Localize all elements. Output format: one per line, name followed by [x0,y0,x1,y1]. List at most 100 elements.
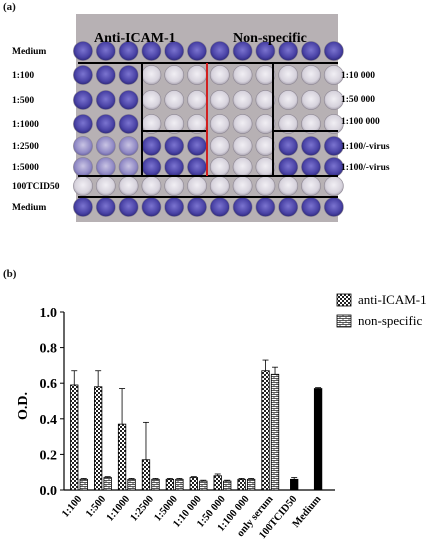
bar [175,478,184,491]
legend-label: anti-ICAM-1 [358,292,427,307]
plate-well [73,41,93,61]
plate-well [95,114,116,134]
plate-well [73,90,93,110]
plate-dilution-label: 1:10 000 [341,71,375,81]
y-tick-label: 0.0 [40,484,58,499]
plate-well [232,41,253,61]
plate-well [255,176,276,196]
plate-well [209,114,230,134]
plate-well [301,176,321,196]
plate-well [255,197,276,217]
plate-row-label: 1:2500 [12,142,39,152]
plate-row-label: 1:100 [12,71,34,81]
plate-well [323,136,344,156]
chart-legend: anti-ICAM-1 non-specific [336,292,427,328]
plate-divider-lines [78,62,338,198]
x-tick-label: 1:100 [60,494,84,520]
plate-well [164,65,185,85]
legend-label: non-specific [358,313,422,328]
bar [151,478,160,491]
legend-swatch [336,293,352,307]
bar [270,373,280,491]
plate-dilution-label: 1:50 000 [341,95,375,105]
plate-well [255,65,276,85]
bar [70,384,79,491]
elisa-plate-photo: Anti-ICAM-1 Non-specific Medium 1:100 1:500 1… [12,14,390,222]
plate-well [301,114,321,134]
plate-well [255,114,276,134]
bar [199,480,208,491]
bar [127,478,136,491]
plate-well [73,176,93,196]
bar [290,478,299,491]
bar [165,478,175,491]
bar [117,423,127,491]
plate-well [209,90,230,110]
plate-well [95,41,116,61]
plate-well [164,114,185,134]
plate-well [187,65,207,85]
plate-well [323,176,344,196]
plate-well [301,41,321,61]
plate-well [232,136,253,156]
plate-well [232,176,253,196]
plate-well [278,114,299,134]
plate-well [118,41,139,61]
plate-well [323,90,344,110]
legend-swatch [336,314,352,328]
plate-well [278,65,299,85]
plate-well [187,157,207,177]
plate-row-label: Medium [12,203,46,213]
plate-well [209,197,230,217]
plate-well [301,157,321,177]
plate-well [73,197,93,217]
plate-labels: Anti-ICAM-1 Non-specific Medium 1:100 1:500 1… [12,31,390,213]
panel-b-label: (b) [3,268,17,280]
chart-axes: 0.00.20.40.60.81.0O.D.1:100 1:5001:10001:… [16,306,335,541]
plate-header-nonspecific: Non-specific [233,31,307,46]
plate-well [118,65,139,85]
plate-well [141,197,162,217]
plate-well [323,65,344,85]
plate-well [209,176,230,196]
bar [103,477,112,491]
y-axis-label: O.D. [16,392,31,420]
plate-well [164,157,185,177]
plate-well [209,41,230,61]
plate-well [118,157,139,177]
plate-well [232,157,253,177]
plate-well [95,197,116,217]
plate-well [95,90,116,110]
plate-well [255,41,276,61]
od-bar-chart: 0.00.20.40.60.81.0O.D.1:100 1:5001:10001:… [16,292,427,541]
plate-row-label: Medium [12,47,46,57]
plate-well [118,176,139,196]
plate-well [141,90,162,110]
chart-bars [70,359,323,491]
plate-well [255,136,276,156]
plate-well [187,197,207,217]
bar [313,388,323,491]
plate-dilution-label: 1:100/-virus [341,163,390,173]
plate-well [141,136,162,156]
plate-row-label: 1:500 [12,96,34,106]
plate-well [187,41,207,61]
plate-well [255,90,276,110]
plate-well [278,41,299,61]
plate-well [73,65,93,85]
x-tick-label: 1:2500 [128,494,156,524]
plate-well [73,114,93,134]
plate-well [141,65,162,85]
plate-well [278,136,299,156]
plate-well [164,90,185,110]
plate-well [141,157,162,177]
plate-well [323,114,344,134]
plate-well [301,136,321,156]
plate-well [278,157,299,177]
plate-well [164,176,185,196]
bar [79,478,88,491]
plate-well [232,90,253,110]
plate-well [141,41,162,61]
plate-well [209,65,230,85]
bar [213,475,222,491]
